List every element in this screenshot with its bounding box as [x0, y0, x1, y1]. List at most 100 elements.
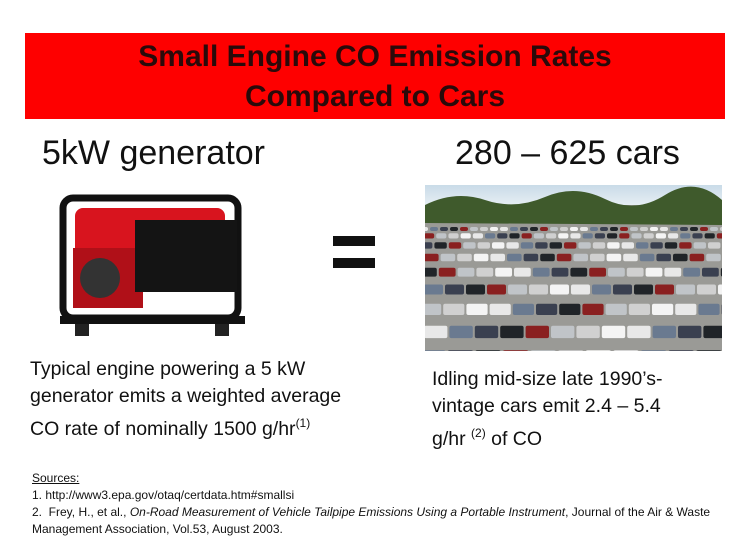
car-icon	[571, 284, 590, 295]
car-icon	[425, 303, 442, 315]
car-icon	[448, 350, 473, 351]
car-icon	[520, 242, 534, 249]
car-icon	[630, 227, 638, 231]
base	[60, 316, 245, 324]
car-icon	[592, 242, 606, 249]
foot	[215, 324, 229, 336]
car-icon	[509, 233, 520, 239]
car-icon	[470, 227, 478, 231]
car-icon	[492, 242, 505, 249]
car-icon	[425, 325, 448, 339]
car-icon	[503, 350, 528, 351]
car-icon	[679, 242, 692, 249]
car-icon	[449, 325, 473, 339]
car-icon	[706, 253, 721, 262]
source-item: 1. http://www3.epa.gov/otaq/certdata.htm…	[32, 488, 295, 502]
car-icon	[623, 253, 638, 262]
foot	[75, 324, 89, 336]
caption-line: Typical engine powering a 5 kW	[30, 358, 306, 380]
caption-text: of CO	[485, 428, 543, 450]
car-icon	[495, 267, 512, 277]
car-icon	[656, 253, 671, 262]
car-icon	[601, 325, 626, 339]
car-icon	[560, 227, 568, 231]
car-icon	[506, 242, 519, 249]
car-icon	[460, 233, 471, 239]
car-icon	[704, 233, 715, 239]
car-icon	[480, 227, 488, 231]
car-icon	[594, 233, 605, 239]
car-icon	[485, 233, 496, 239]
car-icon	[551, 325, 575, 339]
car-icon	[425, 267, 437, 277]
car-icon	[466, 284, 485, 295]
car-icon	[626, 267, 644, 277]
car-icon	[697, 284, 716, 295]
sources-label: Sources:	[32, 471, 80, 485]
car-icon	[474, 325, 499, 339]
car-icon	[680, 227, 688, 231]
car-icon	[529, 284, 548, 295]
car-icon	[512, 303, 534, 315]
car-icon	[607, 233, 618, 239]
car-icon	[440, 253, 456, 262]
car-icon	[693, 242, 706, 249]
car-icon	[448, 233, 459, 239]
footnote-ref: (1)	[295, 416, 311, 430]
car-icon	[621, 242, 634, 249]
car-icon	[525, 325, 549, 339]
car-icon	[558, 233, 569, 239]
left-heading: 5kW generator	[42, 134, 265, 172]
car-icon	[500, 325, 524, 339]
car-icon	[570, 227, 578, 231]
car-icon	[580, 227, 588, 231]
source-text: , Journal of the Air & Waste Management …	[32, 505, 714, 536]
car-icon	[655, 233, 666, 239]
car-icon	[720, 267, 722, 277]
car-icon	[689, 253, 705, 262]
caption-line: g/hr (2) of CO	[432, 420, 742, 453]
car-icon	[570, 233, 581, 239]
car-icon	[425, 227, 428, 231]
car-icon	[645, 267, 663, 277]
car-icon	[536, 303, 558, 315]
car-icon	[551, 267, 569, 277]
title-line: Small Engine CO Emission Rates	[138, 40, 612, 73]
car-icon	[425, 350, 446, 351]
car-icon	[573, 253, 588, 262]
car-icon	[627, 325, 651, 339]
car-icon	[438, 267, 456, 277]
car-icon	[475, 350, 501, 351]
car-icon	[676, 284, 695, 295]
car-icon	[592, 284, 611, 295]
car-icon	[558, 350, 584, 351]
car-icon	[514, 267, 531, 277]
car-icon	[564, 242, 577, 249]
engine-cover	[80, 258, 120, 298]
car-icon	[463, 242, 476, 249]
car-icon	[702, 267, 719, 277]
car-icon	[698, 303, 720, 315]
caption-text: CO rate of nominally 1500 g/hr	[30, 418, 296, 440]
car-icon	[510, 227, 518, 231]
caption-line: Idling mid-size late 1990’s-	[432, 368, 663, 390]
car-icon	[472, 233, 483, 239]
equals-bar	[333, 236, 375, 246]
sources: Sources: 1. http://www3.epa.gov/otaq/cer…	[32, 470, 722, 538]
car-icon	[650, 242, 663, 249]
car-icon	[660, 227, 668, 231]
car-icon	[708, 242, 721, 249]
car-icon	[586, 350, 611, 351]
car-icon	[436, 233, 447, 239]
car-icon	[430, 227, 438, 231]
car-icon	[549, 242, 562, 249]
source-item: 2. Frey, H., et al., On-Road Measurement…	[32, 504, 722, 538]
car-icon	[490, 253, 505, 262]
title-banner: Small Engine CO Emission Rates Compared …	[25, 33, 725, 119]
car-icon	[582, 303, 604, 315]
car-icon	[639, 253, 655, 262]
car-icon	[521, 233, 532, 239]
car-icon	[680, 233, 691, 239]
car-icon	[716, 233, 722, 239]
